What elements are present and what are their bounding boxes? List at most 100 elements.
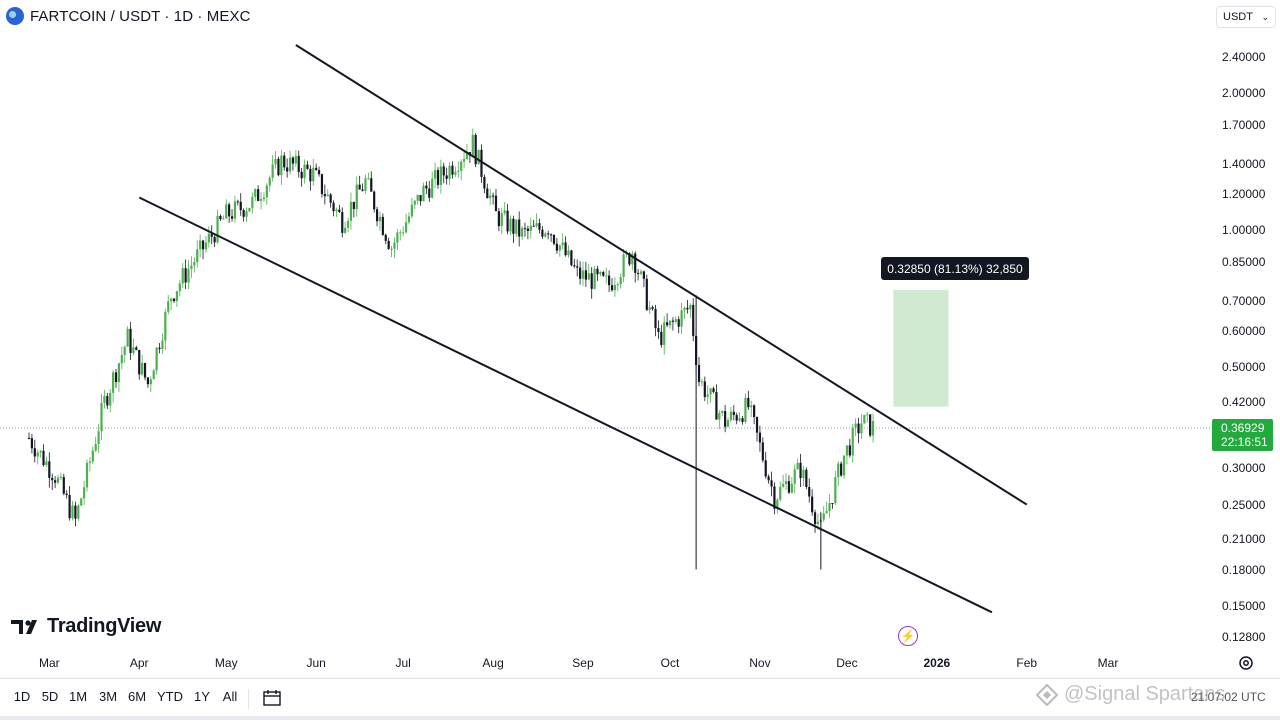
range-button-1y[interactable]: 1Y xyxy=(194,689,210,704)
candle-body xyxy=(570,250,573,266)
candle-body xyxy=(718,413,721,420)
candle-body xyxy=(648,307,651,310)
candle-body xyxy=(549,234,553,236)
range-button-all[interactable]: All xyxy=(222,689,238,704)
candle-body xyxy=(715,392,718,420)
currency-select[interactable]: USDT ⌄ xyxy=(1216,6,1276,28)
range-button-ytd[interactable]: YTD xyxy=(157,689,183,704)
candle-body xyxy=(689,304,692,310)
candle-body xyxy=(706,394,709,397)
candle-body xyxy=(346,220,350,228)
candle-body xyxy=(257,189,260,201)
candle-body xyxy=(474,134,477,165)
candle-body xyxy=(381,216,384,235)
upper-trendline[interactable] xyxy=(295,44,1028,506)
price-axis-label: 0.70000 xyxy=(1222,293,1266,308)
price-axis-label: 0.18000 xyxy=(1222,562,1266,577)
lower-trendline[interactable] xyxy=(138,196,993,614)
candle-body xyxy=(338,209,341,213)
gear-icon[interactable] xyxy=(1237,654,1255,672)
range-button-1m[interactable]: 1M xyxy=(68,689,88,704)
candle-body xyxy=(300,171,303,179)
candle-body xyxy=(323,194,326,197)
candle-body xyxy=(27,437,31,439)
candle-body xyxy=(544,233,547,237)
time-axis-label: Mar xyxy=(1097,656,1119,670)
candle-body xyxy=(175,291,179,301)
candle-body xyxy=(303,164,306,179)
candle-body xyxy=(851,427,854,456)
candle-body xyxy=(581,270,585,279)
candle-body xyxy=(274,158,277,165)
time-axis-label: Mar xyxy=(38,656,60,670)
candle-body xyxy=(94,443,97,451)
symbol-header[interactable]: FARTCOIN / USDT · 1D · MEXC xyxy=(6,4,251,28)
candle-body xyxy=(848,445,851,456)
candle-body xyxy=(724,411,727,427)
candle-body xyxy=(634,253,637,273)
candle-body xyxy=(106,396,109,406)
utc-clock[interactable]: 21:07:02 UTC xyxy=(1191,690,1266,704)
candle-body xyxy=(54,480,57,483)
candle-body xyxy=(204,242,208,250)
flash-icon[interactable]: ⚡ xyxy=(898,626,918,646)
candle-body xyxy=(225,204,228,219)
candle-body xyxy=(352,201,355,210)
candle-body xyxy=(610,285,614,291)
candle-body xyxy=(599,272,602,275)
candle-body xyxy=(419,195,422,202)
price-axis-label: 2.00000 xyxy=(1222,86,1266,101)
candle-body xyxy=(860,423,863,434)
candle-body xyxy=(42,450,45,466)
range-button-5d[interactable]: 5D xyxy=(41,689,59,704)
range-button-1d[interactable]: 1D xyxy=(13,689,31,704)
candle-body xyxy=(822,513,825,520)
candle-body xyxy=(535,223,538,227)
price-axis[interactable]: 2.40000 2.00000 1.70000 1.40000 1.20000 1.000… xyxy=(1210,30,1280,650)
symbol-title[interactable]: FARTCOIN / USDT · 1D · MEXC xyxy=(30,7,251,25)
candle-body xyxy=(132,347,135,353)
tradingview-logo[interactable]: TradingView xyxy=(11,615,161,638)
candle-body xyxy=(332,202,335,212)
price-chart[interactable] xyxy=(0,30,1210,650)
candle-body xyxy=(840,463,843,476)
candle-body xyxy=(845,445,849,456)
candle-body xyxy=(286,167,289,172)
candle-body xyxy=(181,268,184,284)
price-axis-label: 1.40000 xyxy=(1222,156,1266,171)
candle-body xyxy=(213,236,216,243)
candle-body xyxy=(709,388,712,395)
candle-body xyxy=(631,253,634,265)
candle-body xyxy=(51,477,54,481)
candle-body xyxy=(248,208,251,212)
candle-body xyxy=(857,423,860,434)
price-axis-label: 2.40000 xyxy=(1222,50,1266,64)
candle-body xyxy=(477,149,480,165)
candle-body xyxy=(407,216,411,223)
candle-body xyxy=(167,301,170,312)
candle-body xyxy=(732,411,735,416)
candle-body xyxy=(326,194,329,197)
candle-body xyxy=(645,278,648,310)
candle-body xyxy=(787,481,791,493)
measure-range-box[interactable] xyxy=(893,289,949,407)
candles-layer xyxy=(27,128,875,533)
measure-label: 0.32850 (81.13%) 32,850 xyxy=(881,257,1029,280)
range-button-6m[interactable]: 6M xyxy=(127,689,147,704)
candle-body xyxy=(460,161,463,171)
candle-body xyxy=(520,228,524,237)
time-axis-label: Apr xyxy=(129,656,149,670)
candle-body xyxy=(674,319,677,322)
time-axis[interactable]: Mar Apr May Jun Jul Aug Sep Oct Nov Dec 2026 Feb Mar xyxy=(0,652,1210,674)
calendar-range-icon[interactable] xyxy=(262,689,282,707)
watermark-text: @Signal Spartans xyxy=(1064,683,1226,705)
range-button-3m[interactable]: 3M xyxy=(98,689,118,704)
candle-body xyxy=(509,218,512,232)
candle-body xyxy=(454,171,457,175)
candle-body xyxy=(793,469,796,484)
candle-body xyxy=(315,167,318,171)
candle-body xyxy=(680,310,683,327)
candle-body xyxy=(523,228,527,230)
candle-body xyxy=(413,200,416,205)
candle-body xyxy=(657,328,660,332)
